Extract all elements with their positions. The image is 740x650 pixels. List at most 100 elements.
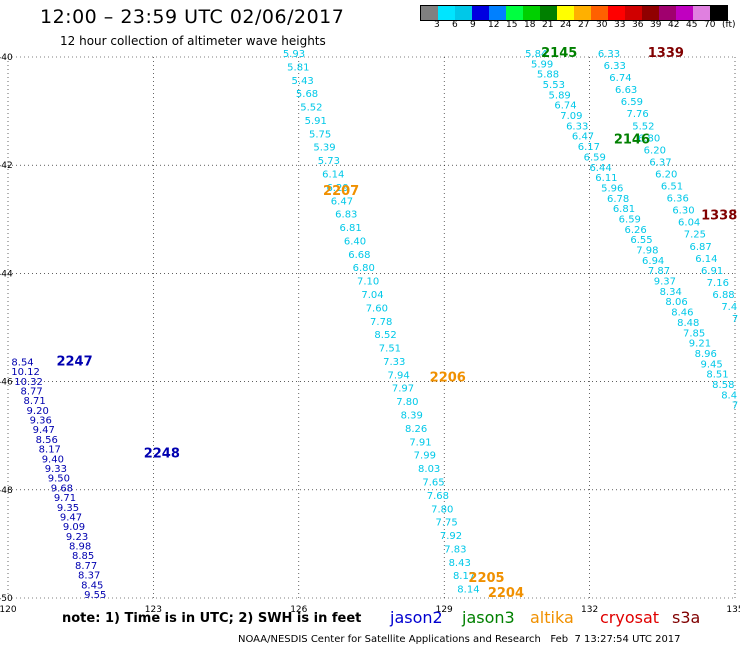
lat-tick-label: -50 xyxy=(0,594,13,604)
wave-height-value: 6.81 xyxy=(340,223,362,234)
wave-height-value: 7.33 xyxy=(383,357,405,368)
wave-height-value: 10.12 xyxy=(11,367,40,378)
wave-height-value: 6.44 xyxy=(589,163,611,174)
wave-height-value: 7.85 xyxy=(683,328,705,339)
wave-height-value: 8.37 xyxy=(78,571,100,582)
colorbar-label: 45 xyxy=(686,20,698,30)
lon-tick-label: 120 xyxy=(0,605,17,615)
wave-height-value: 7.65 xyxy=(422,477,444,488)
colorbar-label: 15 xyxy=(506,20,518,30)
wave-height-value: 6.81 xyxy=(613,204,635,215)
wave-height-value: 7.92 xyxy=(440,531,462,542)
wave-height-value: 8.71 xyxy=(24,396,46,407)
wave-height-value: 7.80 xyxy=(431,504,453,515)
wave-height-value: 6.20 xyxy=(644,145,666,156)
pass-time-label: 2146 xyxy=(614,133,650,148)
colorbar xyxy=(420,5,728,21)
wave-height-value: 6.20 xyxy=(655,169,677,180)
wave-height-value: 8.48 xyxy=(677,318,699,329)
wave-height-value: 7.16 xyxy=(707,278,729,289)
wave-height-value: 8.46 xyxy=(671,308,693,319)
wave-height-value: 8.54 xyxy=(11,357,33,368)
wave-height-value: 5.68 xyxy=(296,89,318,100)
wave-height-value: 7 xyxy=(732,314,738,325)
wave-height-value: 6.36 xyxy=(667,194,689,205)
colorbar-label: 9 xyxy=(470,20,476,30)
colorbar-label: 24 xyxy=(560,20,572,30)
wave-height-value: 8.17 xyxy=(39,445,61,456)
pass-time-label: 2204 xyxy=(488,586,524,601)
wave-height-value: 8.39 xyxy=(401,411,423,422)
colorbar-label: 21 xyxy=(542,20,554,30)
wave-height-value: 6.17 xyxy=(578,142,600,153)
wave-height-value: 6.37 xyxy=(649,157,671,168)
wave-height-value: 8.43 xyxy=(449,558,471,569)
colorbar-swatch xyxy=(625,6,642,20)
colorbar-label: 30 xyxy=(596,20,608,30)
colorbar-swatch xyxy=(659,6,676,20)
legend-cryosat: cryosat xyxy=(600,608,660,627)
colorbar-swatch xyxy=(557,6,574,20)
wave-height-value: 9.40 xyxy=(42,454,64,465)
colorbar-labels: 3 6 9 12 15 18 21 24 27 30 33 36 39 42 45 70 (ft) xyxy=(420,20,740,34)
colorbar-swatch xyxy=(506,6,523,20)
wave-height-value: 8.56 xyxy=(36,435,58,446)
wave-height-value: 9.71 xyxy=(54,493,76,504)
colorbar-label: 3 xyxy=(434,20,440,30)
wave-height-value: 9.45 xyxy=(700,359,722,370)
wave-height-value: 8.58 xyxy=(712,380,734,391)
wave-height-value: 5.81 xyxy=(287,62,309,73)
colorbar-swatch xyxy=(693,6,710,20)
wave-height-value: 5.99 xyxy=(531,59,553,70)
wave-height-value: 9.47 xyxy=(33,425,55,436)
lat-tick-label: -46 xyxy=(0,378,13,388)
wave-height-value: 8.26 xyxy=(405,424,427,435)
colorbar-label: 27 xyxy=(578,20,590,30)
wave-height-value: 6.29 xyxy=(326,183,348,194)
wave-height-value: 6.63 xyxy=(615,85,637,96)
legend-s3a: s3a xyxy=(672,608,701,627)
wave-height-value: 7.76 xyxy=(626,109,648,120)
lat-tick-label: -48 xyxy=(0,486,13,496)
colorbar-label: 36 xyxy=(632,20,644,30)
wave-height-value: 5.73 xyxy=(318,156,340,167)
wave-height-value: 6.33 xyxy=(598,49,620,60)
wave-height-value: 6.59 xyxy=(619,214,641,225)
wave-height-value: 7.75 xyxy=(435,518,457,529)
wave-height-value: 8.77 xyxy=(20,386,42,397)
colorbar-swatch xyxy=(438,6,455,20)
colorbar-label: 70 xyxy=(704,20,716,30)
wave-height-value: 6.55 xyxy=(630,235,652,246)
wave-height-value: 7.60 xyxy=(366,303,388,314)
wave-height-value: 6.51 xyxy=(661,182,683,193)
wave-height-value: 5.52 xyxy=(300,103,322,114)
colorbar-label: 12 xyxy=(488,20,500,30)
wave-height-value: 8.14 xyxy=(457,585,479,596)
wave-height-value: 7.51 xyxy=(379,344,401,355)
wave-height-value: 8.4 xyxy=(721,390,737,401)
wave-height-value: 8.77 xyxy=(75,561,97,572)
wave-height-value: 9.68 xyxy=(51,483,73,494)
wave-height-value: 5.39 xyxy=(313,143,335,154)
wave-height-value: 6.80 xyxy=(353,263,375,274)
pass-time-label: 1339 xyxy=(648,46,684,61)
wave-height-value: 8.52 xyxy=(374,330,396,341)
wave-height-value: 5.84 xyxy=(525,49,547,60)
pass-time-label: 2206 xyxy=(430,371,466,386)
wave-height-value: 5.88 xyxy=(537,70,559,81)
colorbar-swatch xyxy=(472,6,489,20)
colorbar-label: 42 xyxy=(668,20,680,30)
wave-height-value: 6.74 xyxy=(609,73,631,84)
wave-height-value: 6.80 xyxy=(638,133,660,144)
wave-height-value: 9.23 xyxy=(66,532,88,543)
wave-height-value: 6.26 xyxy=(625,225,647,236)
pass-time-label: 2205 xyxy=(468,571,504,586)
wave-height-value: 8.17 xyxy=(453,571,475,582)
wave-height-value: 8.45 xyxy=(81,580,103,591)
wave-height-value: 6.74 xyxy=(554,101,576,112)
colorbar-swatch xyxy=(591,6,608,20)
wave-height-value: 6.33 xyxy=(604,61,626,72)
wave-height-value: 8.98 xyxy=(69,542,91,553)
pass-time-label: 2248 xyxy=(144,446,180,461)
wave-height-value: 9.36 xyxy=(30,416,52,427)
